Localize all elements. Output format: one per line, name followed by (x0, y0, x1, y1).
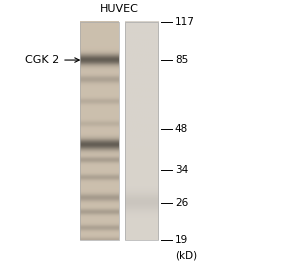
Text: 48: 48 (175, 124, 188, 134)
Text: HUVEC: HUVEC (100, 4, 139, 14)
Text: 34: 34 (175, 165, 188, 175)
Text: 117: 117 (175, 17, 195, 27)
Text: (kD): (kD) (175, 250, 197, 260)
Text: 85: 85 (175, 55, 188, 65)
Text: 19: 19 (175, 235, 188, 245)
Text: 26: 26 (175, 198, 188, 208)
Bar (125, 22, 158, 240)
Bar (80, 22, 119, 240)
Text: CGK 2: CGK 2 (25, 55, 79, 65)
